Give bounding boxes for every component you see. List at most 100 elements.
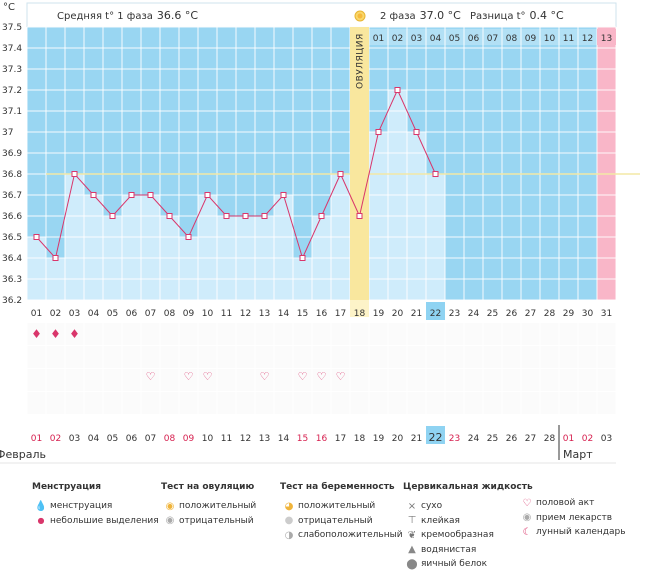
calendar-date: 06 <box>126 434 138 444</box>
difference-label: Разница t° 0.4 °C <box>470 9 564 22</box>
legend-item: ◕ положительный <box>280 499 403 514</box>
temperature-column <box>122 195 141 300</box>
x-tick-label: 16 <box>316 309 328 319</box>
x-tick-label: 22 <box>430 309 441 319</box>
temperature-series <box>33 87 439 261</box>
pregnancy-weak-icon: ◑ <box>284 529 294 541</box>
x-tick-label: 14 <box>278 309 290 319</box>
calendar-date: 02 <box>50 434 61 444</box>
x-tick-label: 28 <box>544 309 556 319</box>
medication-icon: ◉ <box>522 512 532 524</box>
phase2-day-number: 06 <box>468 34 480 44</box>
y-tick-label: 36.2 <box>2 296 22 306</box>
y-tick-label: 36.3 <box>2 275 22 285</box>
watery-icon: ▲ <box>408 544 416 556</box>
phase2-day-number: 07 <box>487 34 498 44</box>
temperature-point <box>432 171 439 177</box>
x-tick-label: 21 <box>411 309 422 319</box>
phase2-day-number: 03 <box>411 34 422 44</box>
legend-item: ● отрицательный <box>280 514 403 529</box>
legend-item: ⊤ клейкая <box>403 514 533 529</box>
heart-icon: ♡ <box>260 370 270 383</box>
x-tick-label: 26 <box>506 309 518 319</box>
calendar-date: 17 <box>335 434 346 444</box>
temperature-column <box>274 195 293 300</box>
symbol-row <box>27 369 616 391</box>
x-tick-label: 09 <box>183 309 195 319</box>
calendar-date: 04 <box>88 434 100 444</box>
calendar-date: 01 <box>563 434 574 444</box>
calendar-date: 20 <box>392 434 404 444</box>
x-tick-label: 12 <box>240 309 251 319</box>
month-march: Март <box>563 448 593 461</box>
calendar-date: 12 <box>240 434 251 444</box>
creamy-icon: ❦ <box>407 529 417 541</box>
temperature-point <box>109 213 116 219</box>
legend-item: ▲ водянистая <box>403 543 533 558</box>
phase2-day-cell <box>407 29 426 45</box>
calendar-date: 01 <box>31 434 42 444</box>
temperature-point <box>356 213 363 219</box>
temperature-column <box>141 195 160 300</box>
legend-cervical-fluid: Цервикальная жидкость × сухо ⊤ клейкая ❦… <box>403 482 533 572</box>
x-tick-label: 10 <box>202 309 214 319</box>
blood-drops-icon: 💧 <box>34 500 48 512</box>
legend-item: ◉ отрицательный <box>161 514 256 529</box>
calendar-dates: 01 02 03 04 05 06 07 08 09 10 11 12 13 14 15 16 17 18 19 20… <box>31 426 612 444</box>
calendar-date: 03 <box>601 434 612 444</box>
ovulation-band: ОВУЛЯЦИЯ <box>350 27 369 317</box>
temperature-point <box>299 255 306 261</box>
calendar-date: 27 <box>525 434 536 444</box>
x-tick-label: 18 <box>354 309 366 319</box>
temperature-point <box>147 192 154 198</box>
temperature-point <box>413 129 420 135</box>
y-tick-label: 36.6 <box>2 212 22 222</box>
current-day-highlight <box>426 302 445 320</box>
y-tick-label: 37 <box>2 128 13 138</box>
calendar-date: 08 <box>164 434 176 444</box>
legend-item: ☾ лунный календарь <box>518 525 626 540</box>
legend-item: ◉ положительный <box>161 499 257 514</box>
legend-item: ♡ половой акт <box>518 496 626 511</box>
x-tick-label: 19 <box>373 309 385 319</box>
temperature-point <box>280 192 287 198</box>
calendar-date: 22 <box>429 431 443 444</box>
y-tick-label: 37.1 <box>2 107 22 117</box>
x-tick-label: 27 <box>525 309 536 319</box>
calendar-date: 09 <box>183 434 195 444</box>
temperature-point <box>261 213 268 219</box>
phase2-day-cell <box>426 29 445 45</box>
unit-label: °C <box>3 2 15 13</box>
calendar-date: 14 <box>278 434 290 444</box>
calendar-date: 24 <box>468 434 480 444</box>
legend-item: ◉ прием лекарств <box>518 511 626 526</box>
phase2-day-number: 05 <box>449 34 460 44</box>
calendar-date: 02 <box>582 434 593 444</box>
x-axis-day-numbers: 01 02 03 04 05 06 07 08 09 10 11 12 13 14 15 16 17 18 19 20… <box>31 302 612 320</box>
phase2-day-number: 10 <box>544 34 556 44</box>
legend-menstruation: Менструация 💧 менструация ● небольшие вы… <box>32 482 159 528</box>
temperature-point <box>52 255 59 261</box>
temperature-point <box>33 234 40 240</box>
phase2-day-number: 11 <box>563 34 574 44</box>
legend-item: × сухо <box>403 499 533 514</box>
phase2-day-cell <box>483 29 502 45</box>
legend-item: 💧 менструация <box>32 499 159 514</box>
y-tick-label: 37.3 <box>2 65 22 75</box>
phase2-day-cell <box>540 29 559 45</box>
temperature-point <box>242 213 249 219</box>
x-tick-label: 06 <box>126 309 138 319</box>
calendar-date: 19 <box>373 434 385 444</box>
temperature-point <box>223 213 230 219</box>
y-tick-label: 36.5 <box>2 233 22 243</box>
phase2-day-cell <box>464 29 483 45</box>
calendar-date: 25 <box>487 434 498 444</box>
temperature-line <box>36 88 436 260</box>
phase2-day-number: 13 <box>601 34 612 44</box>
temperature-column <box>198 195 217 300</box>
x-tick-label: 05 <box>107 309 118 319</box>
x-tick-label: 04 <box>88 309 100 319</box>
legend-item: ◑ слабоположительный <box>280 528 403 543</box>
sticky-icon: ⊤ <box>407 515 417 527</box>
